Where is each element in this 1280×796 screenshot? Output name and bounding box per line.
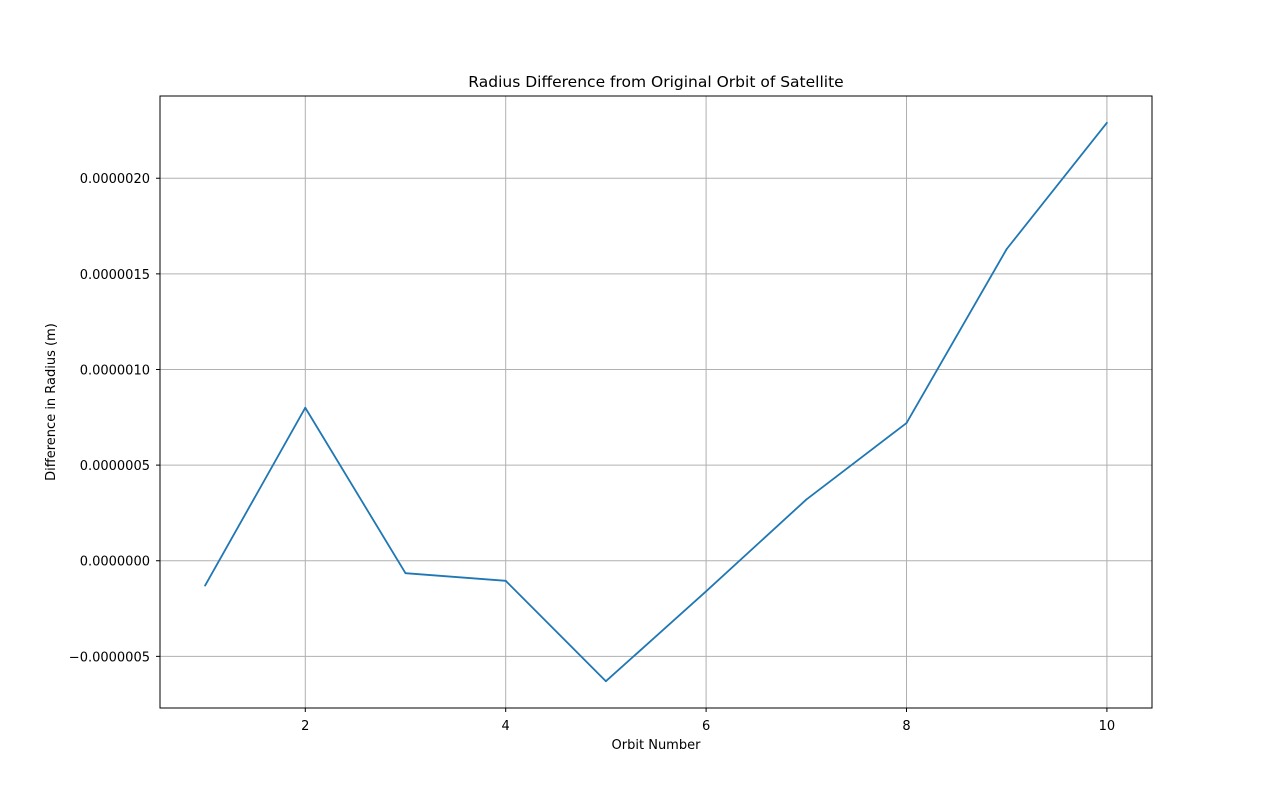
grid-lines: [160, 96, 1152, 708]
data-point: [805, 498, 808, 501]
data-point: [304, 406, 307, 409]
x-tick-label: 10: [1099, 719, 1116, 734]
y-tick-label: 0.0000005: [80, 459, 150, 474]
data-point: [504, 579, 507, 582]
y-tick-label: 0.0000010: [80, 363, 150, 378]
y-tick-label: 0.0000015: [80, 268, 150, 283]
data-point: [204, 584, 206, 587]
x-axis-label: Orbit Number: [612, 738, 702, 753]
data-point: [1106, 121, 1108, 124]
data-point: [905, 422, 908, 424]
x-tick-label: 4: [502, 719, 510, 734]
series-line: [204, 122, 1108, 683]
x-tick-label: 8: [902, 719, 910, 734]
series-layer: [204, 121, 1108, 683]
y-tick-label: 0.0000000: [80, 555, 150, 570]
chart-title: Radius Difference from Original Orbit of…: [468, 73, 843, 91]
x-tick-label: 2: [301, 719, 309, 734]
y-tick-label: −0.0000005: [69, 650, 150, 665]
y-tick-label: 0.0000020: [80, 172, 150, 187]
axis-ticks: 2 4 6 8 10 −0.0000005 0.0000000 0.0000005 0.0000…: [69, 172, 1115, 734]
data-point: [404, 572, 407, 575]
data-point: [604, 680, 607, 683]
x-tick-label: 6: [702, 719, 710, 734]
data-point: [705, 590, 708, 593]
data-point: [1005, 248, 1008, 250]
plot-frame: [159, 95, 1153, 709]
y-axis-label: Difference in Radius (m): [44, 323, 59, 481]
